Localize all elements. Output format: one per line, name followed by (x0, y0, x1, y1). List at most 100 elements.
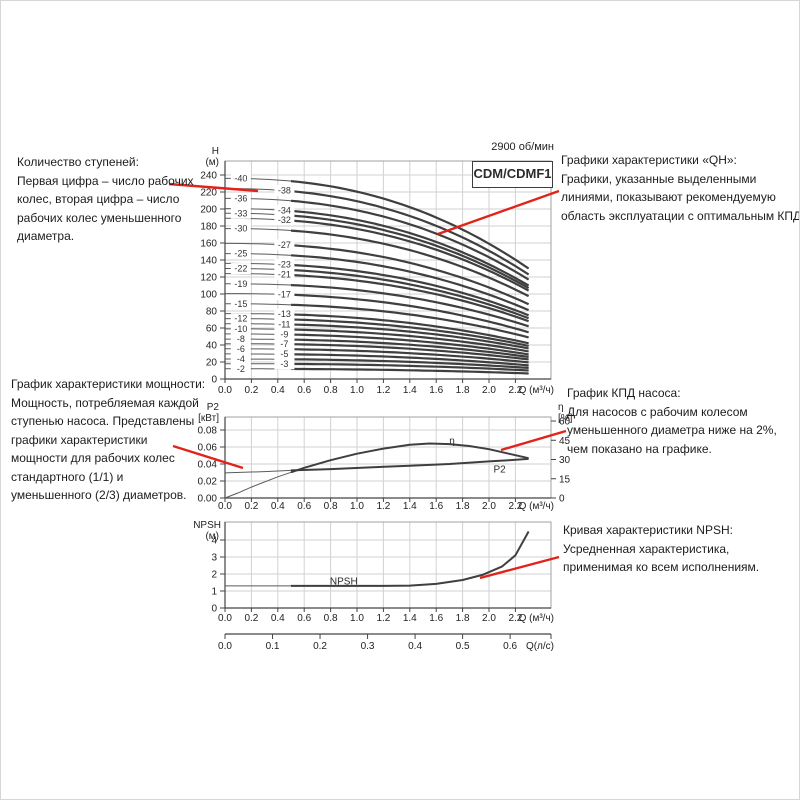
qh-curve--21 (290, 273, 529, 323)
note-stage-count: Количество ступеней: Первая цифра – числ… (17, 153, 199, 246)
svg-text:0.06: 0.06 (198, 443, 218, 454)
qh-curve-label--17: -17 (278, 289, 291, 299)
svg-text:100: 100 (200, 290, 217, 301)
svg-text:(м): (м) (205, 531, 219, 542)
svg-text:η: η (558, 402, 564, 413)
svg-text:120: 120 (200, 273, 217, 284)
qh-curve--27 (290, 244, 530, 306)
svg-text:3: 3 (211, 553, 217, 564)
qh-curve--34 (290, 209, 530, 287)
curve-η-bold (290, 442, 529, 474)
qh-curve-label--40: -40 (234, 174, 247, 184)
pointer-line-stages (168, 182, 259, 193)
svg-text:240: 240 (200, 171, 217, 182)
svg-text:200: 200 (200, 205, 217, 216)
pointer-line-power (172, 444, 244, 470)
qh-curve--12 (290, 318, 529, 347)
qh-curve-label--30: -30 (234, 224, 247, 234)
svg-text:0.4: 0.4 (271, 501, 285, 512)
svg-text:0.8: 0.8 (324, 613, 338, 624)
svg-text:Q (м³/ч): Q (м³/ч) (519, 613, 554, 624)
qh-curve-label--10: -10 (234, 324, 247, 334)
svg-text:2.0: 2.0 (482, 613, 496, 624)
svg-text:0.6: 0.6 (297, 385, 311, 396)
svg-text:1.2: 1.2 (376, 385, 390, 396)
svg-text:80: 80 (206, 307, 218, 318)
qh-curve-label--8: -8 (237, 334, 245, 344)
qh-curve-label--15: -15 (234, 299, 247, 309)
qh-curve--40 (290, 180, 530, 270)
qh-curve-label--11: -11 (278, 319, 290, 329)
qh-curve-label--38: -38 (278, 186, 291, 196)
svg-text:1.4: 1.4 (403, 385, 417, 396)
note-qh-curves: Графики характеристики «QH»: Графики, ук… (561, 151, 799, 225)
qh-curve--9 (290, 333, 529, 356)
note-power-curves-title: График характеристики мощности: (11, 377, 206, 391)
svg-text:140: 140 (200, 256, 217, 267)
svg-text:1.8: 1.8 (456, 613, 470, 624)
qh-curve-label--6: -6 (237, 344, 245, 354)
pointer-line-qh (437, 189, 560, 236)
svg-text:60: 60 (559, 417, 571, 428)
svg-text:0: 0 (211, 375, 217, 386)
qh-curve--32 (290, 219, 530, 292)
qh-curve--6 (290, 348, 529, 364)
qh-curve--30 (290, 229, 530, 298)
rpm-label: 2900 об/мин (491, 141, 554, 153)
svg-text:1.8: 1.8 (456, 385, 470, 396)
note-npsh-title: Кривая характеристики NPSH: (563, 523, 733, 537)
svg-text:2.2: 2.2 (508, 501, 522, 512)
qh-curve--5 (290, 353, 529, 367)
qh-curve-label--25: -25 (234, 249, 247, 259)
svg-text:1.8: 1.8 (456, 501, 470, 512)
qh-curve--25 (290, 254, 530, 312)
svg-text:1.4: 1.4 (403, 501, 417, 512)
qh-curve--10 (290, 328, 529, 353)
qh-curve--13 (290, 313, 529, 345)
svg-text:0: 0 (559, 494, 565, 505)
svg-text:1: 1 (211, 587, 217, 598)
qh-curve--23 (225, 262, 529, 316)
svg-text:180: 180 (200, 222, 217, 233)
svg-text:1.6: 1.6 (429, 501, 443, 512)
svg-text:0.6: 0.6 (503, 641, 517, 652)
qh-curve-label--7: -7 (280, 339, 288, 349)
svg-text:2: 2 (211, 570, 217, 581)
svg-text:0.08: 0.08 (198, 426, 218, 437)
curve-P2-bold (290, 457, 529, 472)
qh-curve--7 (290, 343, 529, 361)
note-power-curves-body: Мощность, потребляемая каждой ступенью н… (11, 395, 199, 503)
pump-model-label: CDM/CDMF1 (473, 166, 552, 181)
svg-text:2.0: 2.0 (482, 385, 496, 396)
svg-text:Q (м³/ч): Q (м³/ч) (519, 501, 554, 512)
svg-text:4: 4 (211, 536, 217, 547)
qh-curve--19 (290, 284, 529, 328)
note-npsh: Кривая характеристики NPSH: Усредненная … (563, 521, 789, 577)
svg-text:1.2: 1.2 (376, 613, 390, 624)
svg-text:[кВт]: [кВт] (198, 413, 219, 424)
power-efficiency-chart: 0.00 0.02 0.04 0.06 0.08 0 15 30 45 60 0.0 0.2 0.4 0.… (198, 402, 573, 512)
qh-curve--11 (290, 323, 529, 350)
lps-axis: 0.0 0.1 0.2 0.3 0.4 0.5 0.6 Q(л/с) (218, 633, 554, 652)
svg-text:NPSH: NPSH (193, 520, 221, 531)
svg-text:0.3: 0.3 (361, 641, 375, 652)
svg-text:1.0: 1.0 (350, 613, 364, 624)
qh-curve-label--23: -23 (278, 260, 291, 270)
svg-text:15: 15 (559, 474, 571, 485)
svg-text:0.1: 0.1 (266, 641, 280, 652)
qh-curve--38 (290, 190, 530, 276)
svg-text:Q (м³/ч): Q (м³/ч) (519, 385, 554, 396)
svg-text:0.8: 0.8 (324, 501, 338, 512)
note-efficiency: График КПД насоса: Для насосов с рабочим… (567, 384, 789, 458)
svg-text:0.02: 0.02 (198, 477, 218, 488)
qh-curve-label--33: -33 (234, 208, 247, 218)
svg-text:P2: P2 (207, 402, 220, 413)
qh-curve--17 (290, 293, 529, 334)
svg-text:0.6: 0.6 (297, 613, 311, 624)
annotation-pointer-lines (168, 182, 567, 580)
qh-curve--3 (290, 362, 529, 372)
svg-text:2.0: 2.0 (482, 501, 496, 512)
qh-curve-label--21: -21 (278, 270, 291, 280)
qh-curve-label--4: -4 (237, 354, 245, 364)
qh-curve-label--13: -13 (278, 309, 291, 319)
